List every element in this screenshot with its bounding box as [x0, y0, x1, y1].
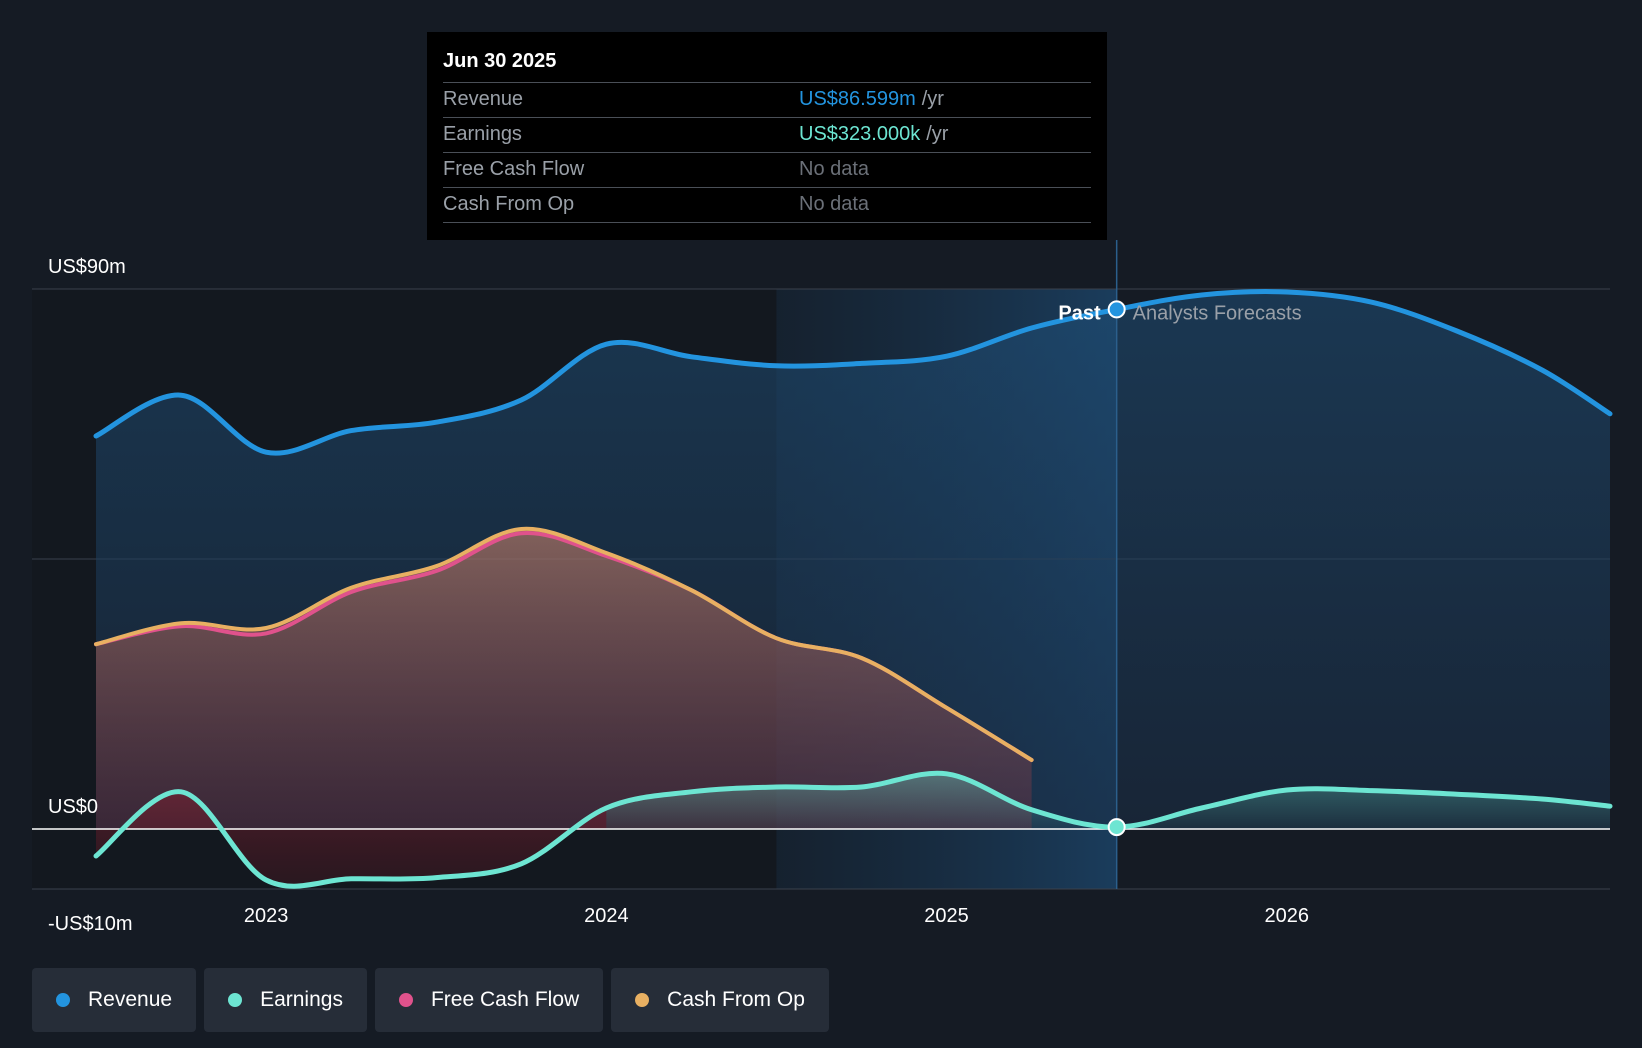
tooltip-value: No data: [799, 193, 870, 215]
tooltip-label: Cash From Op: [443, 193, 575, 215]
past-label: Past: [1058, 302, 1101, 324]
x-tick-label: 2024: [584, 905, 629, 927]
y-tick-label: -US$10m: [48, 913, 132, 935]
earnings-area: [606, 773, 1610, 829]
legend-label: Free Cash Flow: [430, 988, 580, 1011]
cash-from-op-line: [94, 526, 1034, 762]
legend-label: Cash From Op: [667, 988, 805, 1011]
y-tick-label: US$90m: [48, 256, 126, 278]
tooltip-date: Jun 30 2025: [443, 46, 1091, 83]
forecast-label: Analysts Forecasts: [1133, 302, 1302, 324]
x-tick-label: 2026: [1265, 905, 1310, 927]
revenue-dot-icon: [56, 993, 70, 1007]
tooltip-row-cash-from-op: Cash From Op No data: [443, 188, 1091, 223]
revenue-line: [93, 289, 1613, 456]
legend-label: Earnings: [260, 988, 343, 1011]
earnings-dot-icon: [228, 993, 243, 1007]
tooltip-unit: /yr: [926, 123, 949, 145]
free-cash-flow-dot-icon: [398, 993, 413, 1007]
tooltip-row-revenue: Revenue US$86.599m /yr: [443, 83, 1091, 118]
tooltip-row-free-cash-flow: Free Cash Flow No data: [443, 153, 1091, 188]
x-tick-label: 2023: [244, 905, 289, 927]
negative-earnings-area: [96, 791, 607, 887]
earnings-marker[interactable]: [1107, 818, 1126, 837]
tooltip-value: No data: [799, 158, 870, 180]
legend-item-cash-from-op[interactable]: Cash From Op: [611, 968, 829, 1032]
cash-from-op-dot-icon: [635, 993, 650, 1007]
tooltip-value: US$86.599m: [799, 88, 916, 110]
tooltip-label: Revenue: [443, 88, 524, 110]
legend-item-free-cash-flow[interactable]: Free Cash Flow: [374, 968, 604, 1032]
tooltip-unit: /yr: [921, 88, 944, 110]
legend-item-revenue[interactable]: Revenue: [32, 968, 197, 1032]
legend: Revenue Earnings Free Cash Flow Cash Fro…: [32, 968, 829, 1032]
revenue-marker[interactable]: [1107, 300, 1126, 319]
tooltip-value: US$323.000k: [799, 123, 921, 145]
tooltip-row-earnings: Earnings US$323.000k /yr: [443, 118, 1091, 153]
legend-item-earnings[interactable]: Earnings: [204, 968, 367, 1032]
tooltip: Jun 30 2025 Revenue US$86.599m /yr Earni…: [427, 32, 1107, 240]
earnings-line: [93, 770, 1613, 889]
tooltip-label: Free Cash Flow: [443, 158, 585, 180]
legend-label: Revenue: [88, 988, 173, 1011]
y-tick-label: US$0: [48, 796, 98, 818]
tooltip-label: Earnings: [443, 123, 522, 145]
x-tick-label: 2025: [924, 905, 969, 927]
